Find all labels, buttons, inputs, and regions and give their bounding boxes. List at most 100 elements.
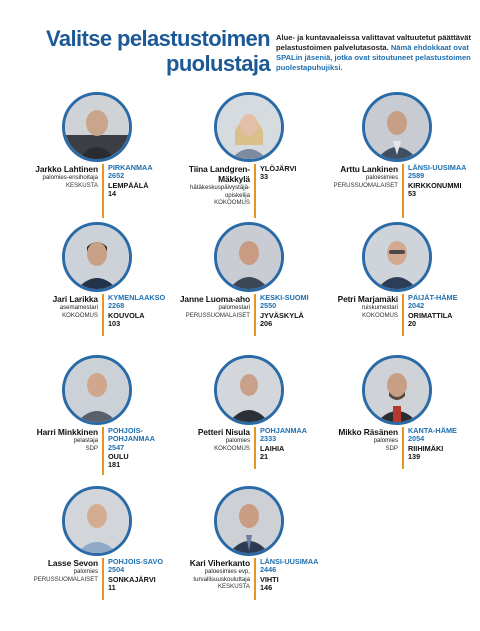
candidate-party: KOKOOMUS	[214, 444, 250, 452]
divider-line	[254, 164, 256, 218]
candidate-photo	[62, 222, 132, 292]
candidate-info: Tiina Landgren- Mäkkylä hätäkeskuspäivys…	[172, 164, 250, 207]
candidate-title: asemamestari	[59, 304, 98, 311]
candidate-title: palomies	[373, 437, 398, 444]
candidate-photo	[362, 355, 432, 425]
candidate-card: Tiina Landgren- Mäkkylä hätäkeskuspäivys…	[172, 92, 322, 237]
candidate-number: 2547	[108, 442, 125, 452]
candidate-info: Petri Marjamäki ruiskumestari KOKOOMUS	[320, 294, 399, 319]
candidate-district: LÄNSI-UUSIMAA	[260, 557, 319, 566]
divider-line	[254, 294, 256, 336]
candidate-city: RIIHIMÄKI	[408, 444, 444, 453]
divider-line	[254, 427, 256, 469]
divider-line	[102, 558, 104, 600]
candidate-name: Kari Viherkanto	[189, 558, 250, 568]
candidate-title: paloesimies	[365, 174, 398, 181]
candidate-city: ORIMATTILA	[408, 311, 453, 320]
candidate-photo	[214, 92, 284, 162]
candidate-city: KIRKKONUMMI	[408, 181, 462, 190]
divider-line	[402, 427, 404, 469]
candidate-number: 2042	[408, 301, 425, 311]
candidate-party: KESKUSTA	[65, 181, 98, 189]
candidate-details: LÄNSI-UUSIMAA 2446 VIHTI 146	[260, 557, 340, 593]
candidate-title: palomies-ensihoitaja	[42, 174, 98, 181]
candidate-votes: 146	[260, 583, 273, 592]
candidate-title-line-1: paloesimies evp,	[204, 568, 250, 575]
candidate-details: YLÖJÄRVI 33	[260, 164, 340, 182]
candidate-district: KYMENLAAKSO	[108, 293, 166, 302]
divider-line	[102, 164, 104, 218]
candidate-number: 2333	[260, 434, 277, 444]
candidate-party: PERUSSUOMALAISET	[333, 181, 398, 189]
candidate-name: Lasse Sevon	[47, 558, 98, 568]
candidate-city: LAIHIA	[260, 444, 285, 453]
intro-blue-text: Nämä ehdokkaat ovat SPALin jäseniä, jotk…	[276, 43, 471, 72]
candidate-info: Mikko Räsänen palomies SDP	[320, 427, 398, 452]
candidate-party: SDP	[385, 444, 398, 452]
candidate-party: KOKOOMUS	[62, 311, 98, 319]
candidate-card: Kari Viherkanto paloesimies evp, turvall…	[172, 486, 322, 631]
candidate-details: POHJOIS- POHJANMAA 2547 OULU 181	[108, 426, 188, 470]
candidate-district-line-2: POHJANMAA	[108, 434, 156, 444]
title-line-1: Valitse pelastustoimen	[46, 26, 271, 51]
candidate-name-line-1: Tiina Landgren-	[188, 164, 250, 174]
candidate-party: KOKOOMUS	[362, 311, 398, 319]
candidate-votes: 11	[108, 583, 116, 592]
candidate-card: Harri Minkkinen pelastaja SDP POHJOIS- P…	[20, 355, 170, 500]
candidate-photo	[214, 222, 284, 292]
candidate-title-line-1: hätäkeskuspäivystäjä-	[190, 184, 250, 191]
candidate-city: JYVÄSKYLÄ	[260, 311, 304, 320]
candidate-card: Lasse Sevon palomies PERUSSUOMALAISET PO…	[20, 486, 170, 631]
candidate-card: Mikko Räsänen palomies SDP KANTA-HÄME 20…	[320, 355, 470, 500]
candidate-number: 2054	[408, 434, 425, 444]
candidate-info: Petteri Nisula palomies KOKOOMUS	[172, 427, 250, 452]
candidate-votes: 103	[108, 319, 121, 328]
candidate-info: Jari Larikka asemamestari KOKOOMUS	[20, 294, 98, 319]
candidate-district: LÄNSI-UUSIMAA	[408, 163, 467, 172]
candidate-card: Petri Marjamäki ruiskumestari KOKOOMUS P…	[320, 222, 470, 367]
candidate-card: Janne Luoma-aho palomestari PERUSSUOMALA…	[172, 222, 322, 367]
candidate-name: Jari Larikka	[52, 294, 98, 304]
candidate-party: PERUSSUOMALAISET	[33, 575, 98, 583]
candidate-title-line-2: opiskelija	[224, 191, 250, 199]
candidate-votes: 181	[108, 460, 121, 470]
candidate-info: Harri Minkkinen pelastaja SDP	[20, 427, 98, 452]
candidate-district: KESKI-SUOMI	[260, 293, 309, 302]
candidate-card: Arttu Lankinen paloesimies PERUSSUOMALAI…	[320, 92, 470, 237]
candidate-district: PIRKANMAA	[108, 163, 153, 172]
candidate-name: Jarkko Lahtinen	[35, 164, 98, 174]
candidate-number: 2550	[260, 301, 277, 311]
candidate-city: KOUVOLA	[108, 311, 145, 320]
candidate-number: 2652	[108, 171, 125, 181]
candidate-photo	[62, 355, 132, 425]
candidate-photo	[62, 92, 132, 162]
divider-line	[102, 427, 104, 475]
intro-text: Alue- ja kuntavaaleissa valittavat valtu…	[276, 33, 472, 73]
candidate-details: KANTA-HÄME 2054 RIIHIMÄKI 139	[408, 426, 480, 462]
candidate-votes: 206	[260, 319, 273, 328]
candidate-votes: 14	[108, 189, 117, 198]
candidate-city: YLÖJÄRVI	[260, 164, 297, 173]
candidate-district: PÄIJÄT-HÄME	[408, 293, 458, 302]
page-title: Valitse pelastustoimen puolustaja	[28, 26, 271, 76]
candidate-photo	[214, 355, 284, 425]
candidate-votes: 21	[260, 452, 269, 461]
candidate-city: LEMPÄÄLÄ	[108, 181, 149, 190]
candidate-photo	[62, 486, 132, 556]
candidate-name: Petteri Nisula	[197, 427, 250, 437]
candidate-number: 2268	[108, 301, 125, 311]
candidate-card: Petteri Nisula palomies KOKOOMUS POHJANM…	[172, 355, 322, 500]
candidate-title: pelastaja	[73, 437, 98, 444]
candidate-number: 2446	[260, 565, 277, 575]
candidate-votes: 53	[408, 189, 417, 198]
intro-dark-text: Alue- ja kuntavaaleissa valittavat valtu…	[276, 33, 471, 52]
divider-line	[402, 164, 404, 218]
candidate-name: Harri Minkkinen	[36, 427, 98, 437]
candidate-photo	[362, 92, 432, 162]
candidate-title: palomestari	[218, 304, 251, 311]
candidate-name: Mikko Räsänen	[338, 427, 398, 437]
candidate-info: Lasse Sevon palomies PERUSSUOMALAISET	[20, 558, 98, 583]
candidate-info: Janne Luoma-aho palomestari PERUSSUOMALA…	[172, 294, 250, 319]
candidate-title-line-2: turvallisuuskouluttaja	[193, 575, 250, 583]
candidate-name: Petri Marjamäki	[337, 294, 399, 304]
